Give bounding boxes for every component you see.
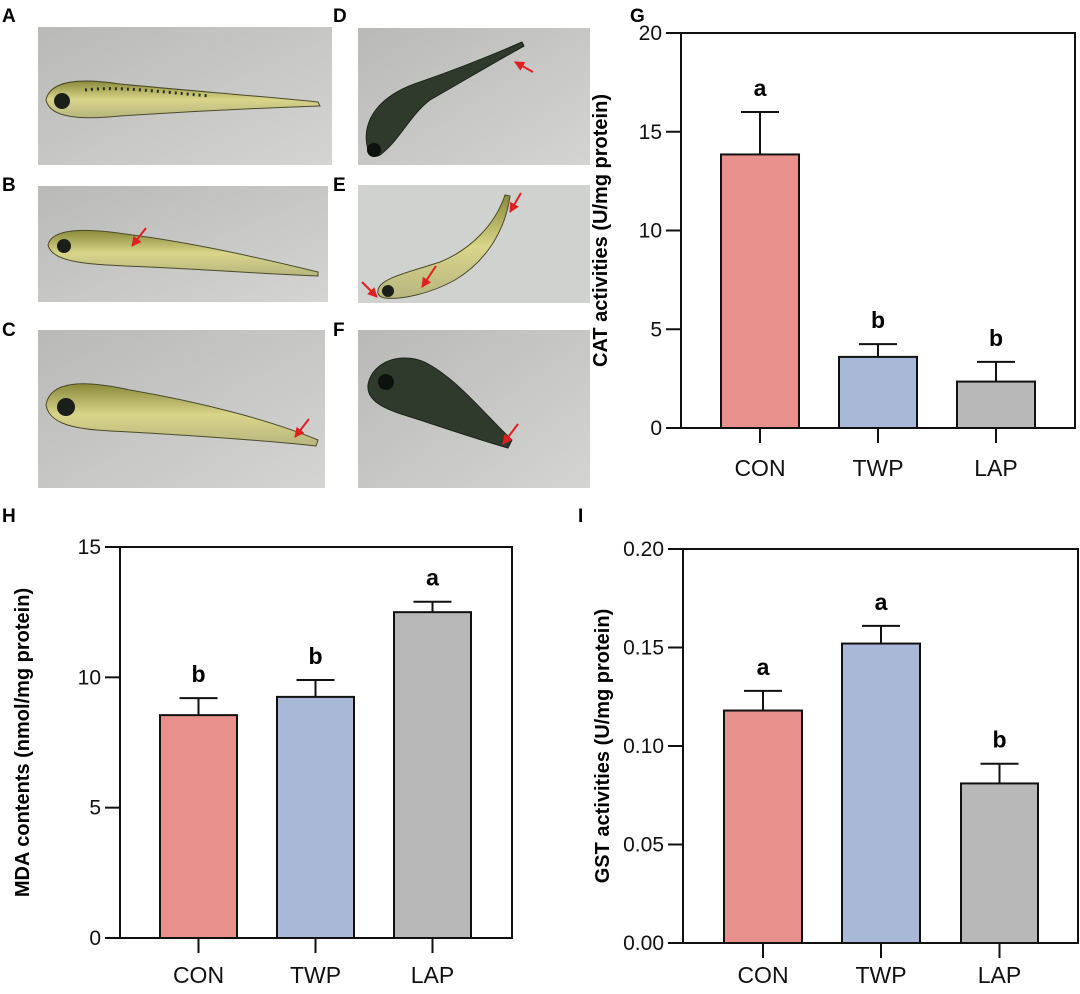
panel-label-c: C <box>2 320 16 341</box>
bar-twp <box>841 642 921 944</box>
y-tick-label: 20 <box>639 22 662 45</box>
panel-label-i: I <box>578 506 583 527</box>
x-tick-label: TWP <box>290 962 341 988</box>
panel-label-h: H <box>2 506 16 527</box>
x-tick-label: TWP <box>855 962 906 988</box>
significance-label: b <box>191 661 205 687</box>
y-axis-label: MDA contents (nmol/mg protein) <box>12 588 34 897</box>
zebrafish-larva <box>45 383 319 447</box>
y-tick-label: 0.15 <box>623 637 664 660</box>
red-arrow <box>361 281 378 298</box>
bar-con <box>720 153 800 429</box>
x-tick-label: LAP <box>978 962 1021 988</box>
significance-label: b <box>992 727 1006 753</box>
red-arrow <box>131 227 147 247</box>
red-arrow <box>502 423 519 445</box>
red-arrow <box>514 61 534 73</box>
x-tick-label: LAP <box>411 962 454 988</box>
y-tick-label: 5 <box>89 797 101 820</box>
y-tick-label: 0 <box>650 417 662 440</box>
significance-label: b <box>989 325 1003 351</box>
y-tick-label: 0.00 <box>623 932 664 955</box>
y-tick-label: 0.20 <box>623 538 664 561</box>
y-tick-label: 0.05 <box>623 834 664 857</box>
photo-panel-c: C <box>2 320 325 488</box>
panel-label-g: G <box>630 6 645 27</box>
significance-label: b <box>871 307 885 333</box>
zebrafish-larva <box>47 229 319 277</box>
y-tick-label: 5 <box>650 318 662 341</box>
y-tick-label: 0.10 <box>623 735 664 758</box>
y-tick-label: 15 <box>78 536 101 559</box>
chart-cat-activities: a CON b TWP b LAP 0 5 10 15 20 CAT activities (U/mg… <box>590 22 1076 481</box>
zebrafish-larva <box>377 194 511 299</box>
x-tick-label: CON <box>737 962 788 988</box>
bar-lap <box>393 611 472 940</box>
y-tick-label: 0 <box>89 927 101 950</box>
zebrafish-larva <box>365 41 525 157</box>
y-axis-label: CAT activities (U/mg protein) <box>590 94 612 367</box>
photo-panel-d: D <box>333 6 590 165</box>
bar-twp <box>276 695 355 940</box>
significance-label: a <box>875 589 888 615</box>
red-arrow <box>294 418 310 438</box>
bar-lap <box>960 782 1039 944</box>
x-tick-label: LAP <box>974 455 1017 481</box>
photo-panel-e: E <box>333 175 590 303</box>
plot-frame <box>119 546 513 939</box>
red-arrow <box>509 192 522 213</box>
panel-label-e: E <box>333 175 346 196</box>
zebrafish-larva <box>45 80 321 119</box>
photo-panel-f: F <box>333 320 590 488</box>
bar-twp <box>838 355 918 429</box>
panel-label-d: D <box>333 6 347 27</box>
photo-panel-a: A <box>2 6 332 165</box>
bar-lap <box>956 380 1036 429</box>
significance-label: a <box>757 654 770 680</box>
chart-mda-contents: b CON b TWP a LAP 0 5 10 15 MDA contents (nmol/mg … <box>12 536 513 988</box>
panel-label-f: F <box>333 320 345 341</box>
red-arrow <box>421 265 437 288</box>
significance-label: a <box>754 75 767 101</box>
y-tick-label: 10 <box>639 220 662 243</box>
x-tick-label: TWP <box>852 455 903 481</box>
y-tick-label: 15 <box>639 121 662 144</box>
bar-con <box>159 714 238 939</box>
significance-label: b <box>308 643 322 669</box>
panel-label-b: B <box>2 175 16 196</box>
photo-panel-b: B <box>2 175 328 302</box>
chart-gst-activities: a CON a TWP b LAP 0.00 0.05 0.10 0.15 0.20 GST acti… <box>592 538 1079 988</box>
significance-label: a <box>426 565 439 591</box>
y-axis-label: GST activities (U/mg protein) <box>592 609 614 883</box>
bar-con <box>723 709 803 944</box>
x-tick-label: CON <box>734 455 785 481</box>
x-tick-label: CON <box>173 962 224 988</box>
y-tick-label: 10 <box>78 666 101 689</box>
panel-label-a: A <box>2 6 16 27</box>
